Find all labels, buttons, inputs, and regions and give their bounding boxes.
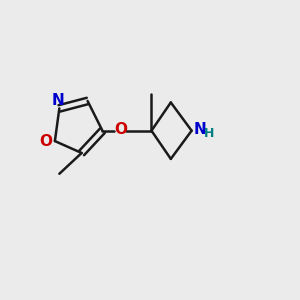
Text: O: O	[114, 122, 127, 137]
Text: N: N	[194, 122, 207, 137]
Text: O: O	[40, 134, 52, 148]
Text: N: N	[52, 93, 64, 108]
Text: H: H	[204, 127, 214, 140]
